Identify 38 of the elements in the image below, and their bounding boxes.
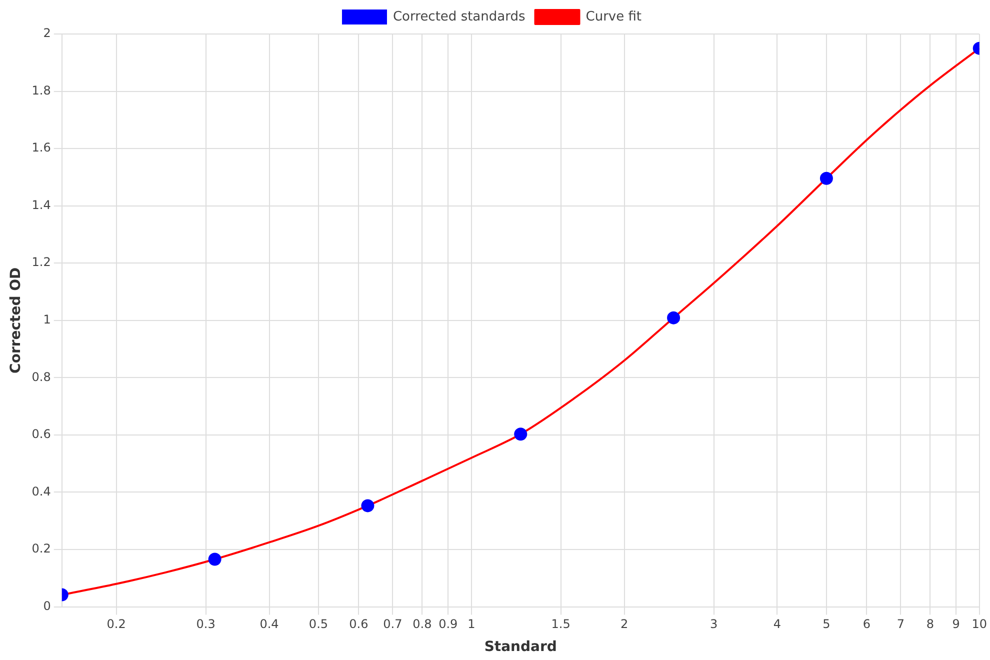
y-tick-label: 0.2 bbox=[32, 542, 51, 556]
y-tick-label: 0.6 bbox=[32, 427, 51, 442]
x-tick-label: 0.5 bbox=[308, 617, 328, 632]
x-tick-label: 1 bbox=[468, 617, 476, 632]
y-tick-label: 0 bbox=[43, 598, 51, 613]
y-tick-label: 1.4 bbox=[32, 198, 51, 212]
y-tick-label: 1.8 bbox=[32, 83, 51, 98]
x-tick-label: 8 bbox=[926, 617, 934, 632]
point bbox=[361, 499, 374, 512]
legend-label: Corrected standards bbox=[392, 9, 526, 24]
x-tick-label: 3 bbox=[710, 617, 718, 632]
x-tick-label: 0.7 bbox=[383, 617, 402, 632]
point bbox=[820, 172, 833, 185]
x-tick-label: 0.6 bbox=[349, 617, 368, 632]
point bbox=[667, 311, 680, 324]
x-tick-label: 10 bbox=[972, 617, 988, 632]
x-tick-label: 6 bbox=[862, 617, 870, 632]
x-tick-label: 0.4 bbox=[260, 617, 279, 632]
y-tick-label: 0.8 bbox=[32, 370, 51, 384]
x-tick-label: 1.5 bbox=[551, 617, 570, 632]
y-axis-title: Corrected OD bbox=[8, 267, 24, 374]
x-tick-label: 0.3 bbox=[196, 617, 216, 632]
x-tick-label: 0.2 bbox=[106, 617, 126, 632]
y-tick-label: 1 bbox=[43, 312, 51, 327]
x-tick-label: 0.9 bbox=[438, 617, 458, 632]
x-tick-label: 4 bbox=[773, 617, 782, 632]
x-tick-label: 9 bbox=[952, 617, 960, 632]
x-tick-label: 7 bbox=[896, 617, 904, 632]
y-tick-label: 0.4 bbox=[32, 484, 51, 498]
x-axis-title: Standard bbox=[484, 639, 557, 656]
legend-label: Curve fit bbox=[586, 9, 642, 24]
x-tick-label: 0.8 bbox=[412, 617, 432, 632]
y-tick-label: 1.6 bbox=[32, 140, 51, 155]
y-tick-label: 1.2 bbox=[32, 255, 51, 270]
x-tick-label: 5 bbox=[822, 617, 830, 632]
point bbox=[514, 428, 528, 441]
y-tick-label: 2 bbox=[43, 26, 51, 40]
x-tick-label: 2 bbox=[620, 617, 628, 632]
